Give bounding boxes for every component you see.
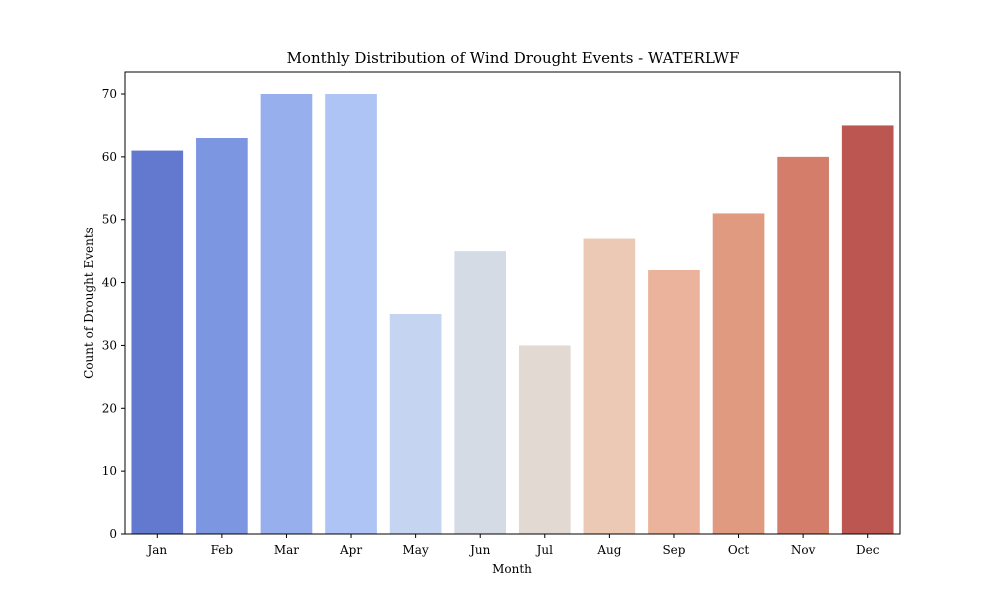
y-tick-label: 20 — [102, 401, 117, 415]
y-tick-label: 60 — [102, 150, 117, 164]
y-tick-label: 30 — [102, 338, 117, 352]
y-tick-label: 0 — [109, 527, 117, 541]
y-tick-label: 70 — [102, 87, 117, 101]
x-tick-label: Jan — [145, 543, 167, 557]
bar-nov — [777, 156, 829, 535]
x-tick-label: May — [403, 543, 429, 557]
bar-mar — [260, 94, 313, 534]
x-tick-label: Jul — [535, 543, 554, 557]
bar-may — [389, 314, 442, 534]
x-axis: Jan Feb Mar Apr May Jun Jul Aug Sep Oct Nov Dec — [145, 534, 880, 557]
bar-jan — [131, 150, 184, 534]
bar-oct — [712, 213, 765, 534]
x-tick-label: Oct — [728, 543, 750, 557]
bar-sep — [648, 270, 700, 534]
bar-apr — [325, 94, 377, 534]
x-tick-label: Nov — [791, 543, 816, 557]
bar-jun — [454, 251, 507, 534]
x-tick-label: Jun — [468, 543, 491, 557]
y-axis-label: Count of Drought Events — [82, 227, 96, 379]
y-tick-label: 10 — [102, 464, 117, 478]
bars-group — [131, 94, 894, 535]
y-axis: 0 10 20 30 40 50 60 70 — [102, 87, 125, 541]
x-axis-label: Month — [492, 562, 532, 576]
plot-frame — [124, 71, 901, 535]
bar-jul — [518, 345, 571, 534]
x-tick-label: Dec — [856, 543, 880, 557]
x-tick-label: Mar — [274, 543, 299, 557]
x-tick-label: Aug — [596, 543, 621, 557]
chart-title: Monthly Distribution of Wind Drought Eve… — [287, 49, 740, 67]
bar-feb — [196, 138, 248, 534]
y-tick-label: 40 — [102, 276, 117, 290]
bar-dec — [841, 125, 894, 535]
x-tick-label: Apr — [339, 543, 362, 557]
x-tick-label: Sep — [662, 543, 685, 557]
bar-aug — [583, 238, 636, 534]
x-tick-label: Feb — [211, 543, 234, 557]
y-tick-label: 50 — [102, 213, 117, 227]
